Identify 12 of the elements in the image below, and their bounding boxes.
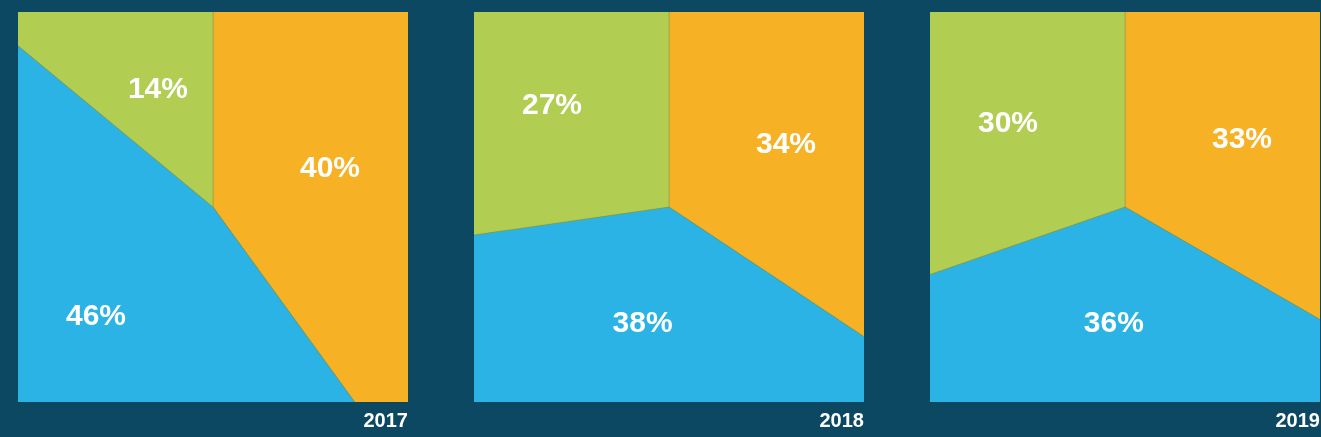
- data-label: 46%: [65, 298, 127, 332]
- data-label: 38%: [612, 305, 673, 339]
- data-label: 30%: [977, 104, 1039, 138]
- data-label: 36%: [1083, 305, 1144, 339]
- data-label: 34%: [755, 125, 817, 159]
- data-label: 14%: [127, 71, 188, 105]
- data-label: 33%: [1211, 120, 1273, 154]
- text: 2019: [1275, 408, 1320, 432]
- text: 2018: [819, 408, 864, 432]
- data-label: 27%: [521, 86, 583, 120]
- text: 2017: [363, 408, 408, 432]
- data-label: 40%: [299, 150, 361, 184]
